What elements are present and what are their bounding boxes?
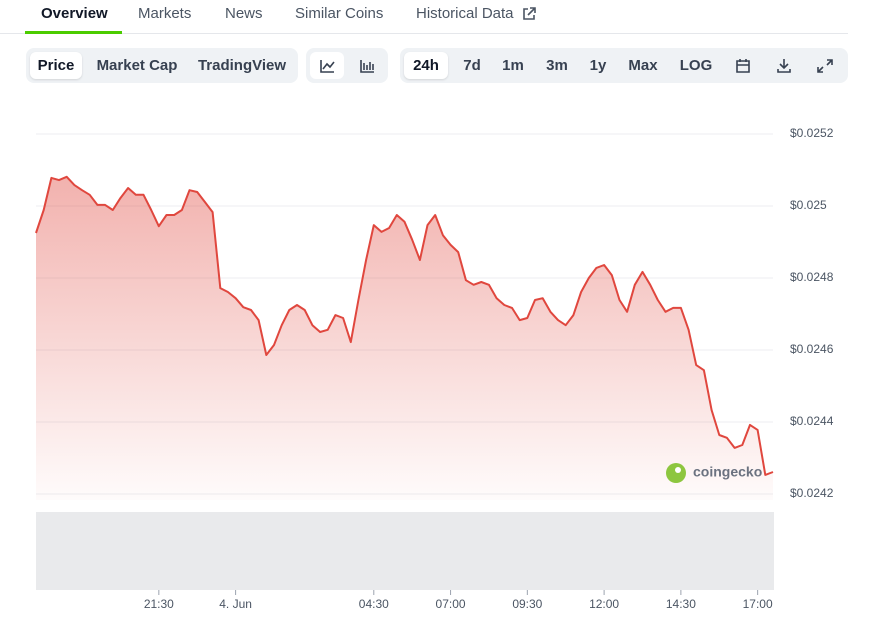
y-tick-label: $0.0242 <box>790 486 834 500</box>
y-tick-label: $0.0248 <box>790 270 834 284</box>
range-button[interactable]: 24h <box>404 52 448 79</box>
range-button[interactable]: 7d <box>463 57 481 74</box>
watermark-text: coingecko <box>693 464 762 480</box>
range-button[interactable]: Max <box>628 57 658 74</box>
range-button[interactable]: 1y <box>589 57 607 74</box>
y-tick-label: $0.0252 <box>790 126 834 140</box>
y-tick-label: $0.0244 <box>790 414 834 428</box>
x-tick-label: 14:30 <box>666 597 696 611</box>
tab[interactable]: Historical Data <box>416 5 514 22</box>
x-tick-label: 12:00 <box>589 597 619 611</box>
mode-group: Price Market Cap TradingView <box>26 48 298 83</box>
x-tick-label: 09:30 <box>512 597 542 611</box>
tab[interactable]: Overview <box>41 5 108 22</box>
calendar-button[interactable] <box>726 52 760 79</box>
watermark: coingecko <box>666 463 762 483</box>
tab-divider <box>0 33 848 34</box>
mode-button[interactable]: TradingView <box>197 57 287 74</box>
candle-chart-button[interactable] <box>350 52 384 79</box>
y-tick-label: $0.025 <box>790 198 827 212</box>
volume-band <box>36 512 774 590</box>
external-link-icon <box>523 7 536 20</box>
x-tick-label: 21:30 <box>144 597 174 611</box>
mode-button[interactable]: Price <box>30 52 82 79</box>
tab[interactable]: News <box>225 5 263 22</box>
tab-underline <box>25 31 122 34</box>
download-button[interactable] <box>767 52 801 79</box>
x-tick-label: 04:30 <box>359 597 389 611</box>
tab[interactable]: Markets <box>138 5 192 22</box>
chart-style-group <box>306 48 388 83</box>
range-group: 24h 7d 1m 3m 1y Max LOG <box>400 48 848 83</box>
range-button[interactable]: 3m <box>546 57 568 74</box>
price-line <box>35 175 774 476</box>
x-tick-label: 4. Jun <box>219 597 252 611</box>
line-chart-button[interactable] <box>310 52 344 79</box>
fullscreen-button[interactable] <box>808 52 842 79</box>
price-area <box>36 176 773 501</box>
x-tick-label: 07:00 <box>436 597 466 611</box>
range-button[interactable]: 1m <box>502 57 524 74</box>
y-tick-label: $0.0246 <box>790 342 834 356</box>
tab[interactable]: Similar Coins <box>295 5 384 22</box>
x-tick-label: 17:00 <box>743 597 773 611</box>
range-button[interactable]: LOG <box>679 57 713 74</box>
mode-button[interactable]: Market Cap <box>96 57 178 74</box>
